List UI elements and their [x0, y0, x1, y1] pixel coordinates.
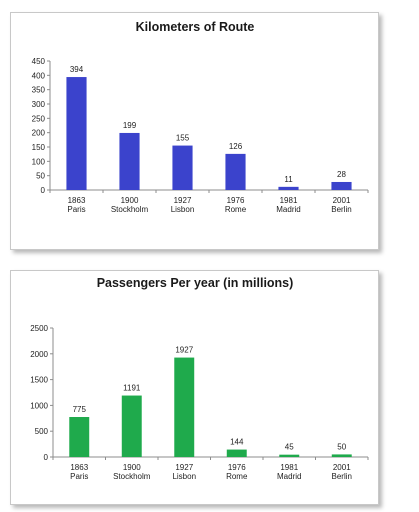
data-label: 775: [73, 405, 87, 414]
x-tick-label-year: 1863: [70, 463, 88, 472]
x-tick-label-year: 1927: [175, 463, 193, 472]
y-tick-label: 250: [32, 114, 46, 123]
x-tick-label-city: Berlin: [331, 205, 351, 214]
x-tick-label-year: 1900: [121, 196, 139, 205]
y-tick-label: 150: [32, 143, 46, 152]
x-tick-label-year: 1981: [280, 196, 298, 205]
x-tick-label-city: Stockholm: [113, 472, 151, 481]
data-label: 126: [229, 142, 243, 151]
bar: [331, 181, 352, 190]
x-tick-label-city: Paris: [70, 472, 88, 481]
y-tick-label: 100: [32, 157, 46, 166]
x-tick-label-year: 1981: [280, 463, 298, 472]
x-tick-label-city: Stockholm: [111, 205, 149, 214]
chart-kilometers-of-route: Kilometers of Route 0 50 100 150 200 250 300 35…: [32, 20, 369, 214]
x-tick-label-year: 1976: [227, 196, 245, 205]
bar: [331, 454, 352, 457]
bar: [69, 417, 90, 457]
chart-panel-passengers: Passengers Per year (in millions) 0 500 10…: [10, 270, 379, 505]
data-label: 28: [337, 170, 346, 179]
x-tick-label-city: Madrid: [276, 205, 300, 214]
bar: [172, 145, 193, 190]
bar: [279, 454, 300, 457]
bar: [119, 132, 140, 190]
x-tick-label-year: 1863: [68, 196, 86, 205]
bar: [278, 186, 299, 190]
y-tick-label: 1000: [30, 401, 48, 410]
data-label: 199: [123, 121, 137, 130]
y-tick-label: 450: [32, 57, 46, 66]
data-label: 394: [70, 65, 84, 74]
y-tick-label: 300: [32, 100, 46, 109]
x-tick-label-year: 2001: [333, 463, 351, 472]
y-tick-label: 0: [44, 453, 49, 462]
data-label: 155: [176, 134, 190, 143]
chart-title: Passengers Per year (in millions): [97, 276, 294, 290]
chart-passengers-per-year: Passengers Per year (in millions) 0 500 10…: [30, 276, 369, 481]
bar: [226, 449, 247, 457]
bar: [225, 153, 246, 190]
x-tick-label-year: 1900: [123, 463, 141, 472]
y-tick-label: 1500: [30, 376, 48, 385]
bar: [121, 395, 142, 457]
bar: [66, 77, 87, 190]
data-label: 1927: [175, 346, 193, 355]
y-tick-label: 0: [41, 186, 46, 195]
y-tick-label: 2500: [30, 324, 48, 333]
bar: [174, 357, 195, 457]
x-tick-label-city: Rome: [226, 472, 248, 481]
y-tick-label: 350: [32, 86, 46, 95]
data-label: 45: [285, 443, 294, 452]
y-tick-label: 500: [35, 427, 49, 436]
y-tick-label: 400: [32, 71, 46, 80]
data-label: 50: [337, 442, 346, 451]
data-label: 1191: [123, 384, 141, 393]
x-tick-label-city: Lisbon: [172, 472, 196, 481]
y-tick-label: 50: [36, 172, 45, 181]
chart-title: Kilometers of Route: [136, 20, 255, 34]
x-tick-label-year: 1976: [228, 463, 246, 472]
data-label: 11: [284, 175, 293, 184]
x-tick-label-city: Paris: [67, 205, 85, 214]
data-label: 144: [230, 438, 244, 447]
y-tick-label: 200: [32, 129, 46, 138]
x-tick-label-city: Berlin: [332, 472, 352, 481]
x-tick-label-city: Madrid: [277, 472, 301, 481]
y-tick-label: 2000: [30, 350, 48, 359]
x-tick-label-year: 1927: [174, 196, 192, 205]
x-tick-label-year: 2001: [333, 196, 351, 205]
chart-panel-kilometers: Kilometers of Route 0 50 100 150 200 250 300 35…: [10, 12, 379, 250]
x-tick-label-city: Rome: [225, 205, 247, 214]
x-tick-label-city: Lisbon: [171, 205, 195, 214]
